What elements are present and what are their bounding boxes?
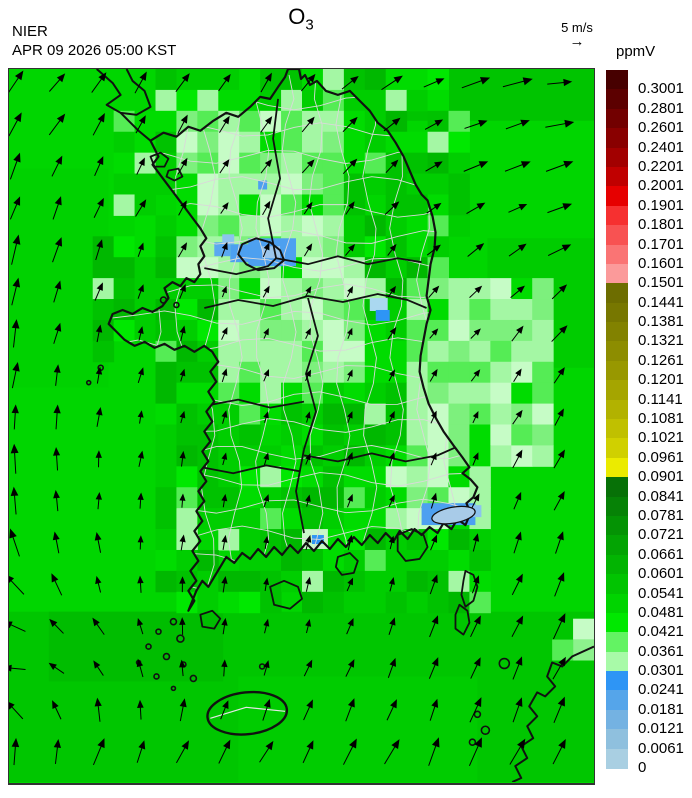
datetime-label: APR 09 2026 05:00 KST [12,42,177,59]
species-symbol: O [288,4,306,29]
colorbar-segment [606,147,628,168]
colorbar-tick-label: 0 [638,759,647,776]
colorbar-segment [606,244,628,265]
concentration-map [9,69,594,782]
colorbar-segment [606,322,628,343]
colorbar-segment [606,419,628,439]
colorbar-segment [606,477,628,498]
colorbar-segment [606,108,628,129]
colorbar-segment [606,360,628,381]
colorbar-segment [606,709,628,730]
colorbar-segment [606,166,628,187]
colorbar-tick-label: 0.1261 [638,351,684,369]
agency-label: NIER [12,23,48,40]
colorbar-tick-label: 0.0241 [638,681,684,699]
colorbar-segment [606,283,628,304]
seoul-boundary [237,237,286,272]
colorbar-tick-label: 0.0301 [638,662,684,680]
colorbar-tick-label: 0.2201 [638,157,684,175]
wind-scale-arrow-icon: → [569,33,585,50]
colorbar-segment [606,341,628,362]
colorbar-segment [606,651,628,672]
colorbar-tick-label: 0.2401 [638,138,684,156]
wind-scale-legend: 5 m/s → [548,20,606,50]
kyushu-coastline [511,645,594,782]
colorbar-segment [606,70,628,90]
colorbar-segment [606,690,628,711]
wind-vector-layer [9,70,575,766]
colorbar-segment [606,225,628,246]
colorbar-tick-label: 0.0181 [638,700,684,718]
plot-title: O3 [241,4,361,33]
colorbar-segment [606,263,628,284]
colorbar-tick-label: 0.0661 [638,545,684,563]
colorbar-tick-label: 0.0361 [638,642,684,660]
colorbar-tick-label: 0.0481 [638,603,684,621]
jeju-island [206,690,289,736]
colorbar-segment [606,612,628,633]
colorbar-segment [606,574,628,595]
colorbar-tick-label: 0.0841 [638,487,684,505]
species-subscript: 3 [305,16,314,34]
colorbar-segment [606,128,628,149]
colorbar-segment [606,380,628,401]
colorbar-tick-label: 0.3001 [638,80,684,98]
colorbar-segment [606,399,628,420]
colorbar-tick-label: 0.0061 [638,739,684,757]
colorbar-tick-label: 0.1141 [638,390,683,408]
colorbar-segment [606,593,628,614]
colorbar-segment [606,515,628,536]
colorbar-segment [606,748,628,769]
colorbar-tick-label: 0.1021 [638,429,684,447]
colorbar-tick-label: 0.1081 [638,410,684,427]
colorbar-tick-label: 0.2601 [638,119,684,137]
colorbar-tick-label: 0.1381 [638,313,684,331]
colorbar-tick-label: 0.1601 [638,254,684,272]
colorbar-tick-label: 0.0781 [638,506,684,524]
colorbar-segment [606,457,628,478]
colorbar-tick-label: 0.0541 [638,584,684,602]
colorbar-segment [606,554,628,575]
wind-scale-label: 5 m/s [561,20,593,35]
colorbar-tick-label: 0.1901 [638,196,684,214]
colorbar-segment [606,438,628,459]
coastline-layer [85,69,594,782]
colorbar-tick-label: 0.0421 [638,623,684,641]
colorbar-segment [606,671,628,692]
colorbar-segment [606,535,628,556]
colorbar-segment [606,302,628,323]
korea-coastline [107,69,479,612]
colorbar-segment [606,496,628,517]
colorbar-tick-label: 0.1201 [638,371,684,389]
colorbar-segment [606,205,628,226]
colorbar-segment [606,729,628,750]
colorbar-segment [606,632,628,653]
colorbar-tick-label: 0.1501 [638,274,684,292]
map-canvas [8,68,595,785]
colorbar-tick-label: 0.1801 [638,216,684,234]
colorbar-tick-label: 0.0901 [638,468,684,486]
colorbar-segment [606,89,628,110]
colorbar-segment [606,186,628,207]
colorbar-tick-label: 0.0721 [638,526,684,544]
colorbar-tick-label: 0.1441 [638,293,684,311]
colorbar-tick-label: 0.0601 [638,565,684,583]
colorbar-tick-label: 0.1701 [638,235,684,253]
unit-label: ppmV [616,43,656,60]
busan-low-zone [431,505,476,525]
colorbar-tick-label: 0.0121 [638,720,684,738]
province-boundary-layer [202,98,456,534]
colorbar: 0.3001 0.2801 0.2601 0.2401 0.2201 0.2001 0.19… [606,70,692,786]
colorbar-tick-label: 0.2801 [638,99,684,117]
colorbar-tick-label: 0.2001 [638,177,684,195]
colorbar-tick-label: 0.1321 [638,332,684,350]
colorbar-tick-label: 0.0961 [638,448,684,466]
